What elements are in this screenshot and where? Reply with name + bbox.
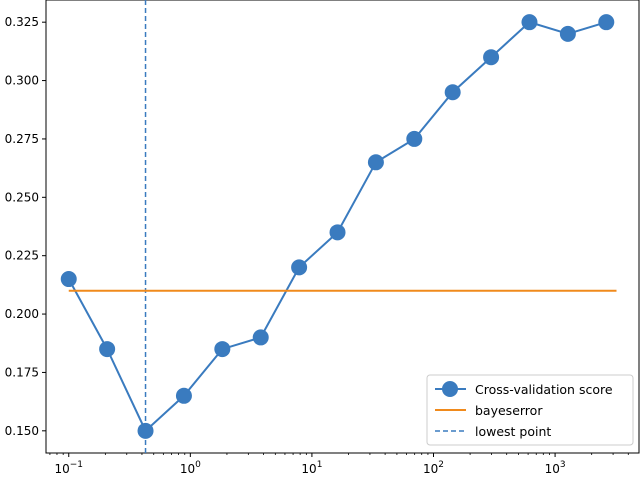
cross-validation-point bbox=[137, 422, 154, 439]
cross-validation-point bbox=[559, 25, 576, 42]
x-tick-label: 102 bbox=[423, 460, 444, 476]
series-layer bbox=[60, 0, 617, 453]
cross-validation-point bbox=[175, 387, 192, 404]
cross-validation-point bbox=[291, 259, 308, 276]
cross-validation-point bbox=[60, 271, 77, 288]
cross-validation-point bbox=[598, 14, 615, 31]
legend-cv-marker bbox=[442, 381, 458, 397]
legend-box bbox=[426, 374, 634, 446]
cross-validation-point bbox=[329, 224, 346, 241]
cross-validation-point bbox=[406, 130, 423, 147]
legend-label-lowest-point: lowest point bbox=[475, 424, 551, 439]
cross-validation-point bbox=[367, 154, 384, 171]
x-tick-label: 10−1 bbox=[54, 460, 83, 476]
x-tick-label: 100 bbox=[180, 460, 201, 476]
cross-validation-point bbox=[444, 84, 461, 101]
x-tick-label: 101 bbox=[301, 460, 322, 476]
legend-label-bayeserror: bayeserror bbox=[475, 403, 543, 418]
y-tick-label: 0.300 bbox=[5, 74, 39, 88]
cross-validation-point bbox=[483, 49, 500, 66]
y-axis: 0.150 0.175 0.200 0.225 0.250 0.275 0.300 0.325 bbox=[5, 15, 46, 438]
y-tick-label: 0.275 bbox=[5, 132, 39, 146]
cross-validation-point bbox=[252, 329, 269, 346]
y-tick-label: 0.250 bbox=[5, 190, 39, 204]
legend-label-cross-validation-score: Cross-validation score bbox=[475, 382, 613, 397]
legend: Cross-validation score bayeserror lowest… bbox=[426, 374, 634, 446]
cross-validation-point bbox=[214, 341, 231, 358]
y-tick-label: 0.325 bbox=[5, 15, 39, 29]
cross-validation-point bbox=[521, 14, 538, 31]
cross-validation-point bbox=[99, 341, 116, 358]
y-tick-label: 0.150 bbox=[5, 424, 39, 438]
y-tick-label: 0.175 bbox=[5, 365, 39, 379]
x-axis: 10−1 100 101 102 103 bbox=[49, 453, 629, 476]
y-tick-label: 0.200 bbox=[5, 307, 39, 321]
y-tick-label: 0.225 bbox=[5, 249, 39, 263]
x-tick-label: 103 bbox=[545, 460, 566, 476]
